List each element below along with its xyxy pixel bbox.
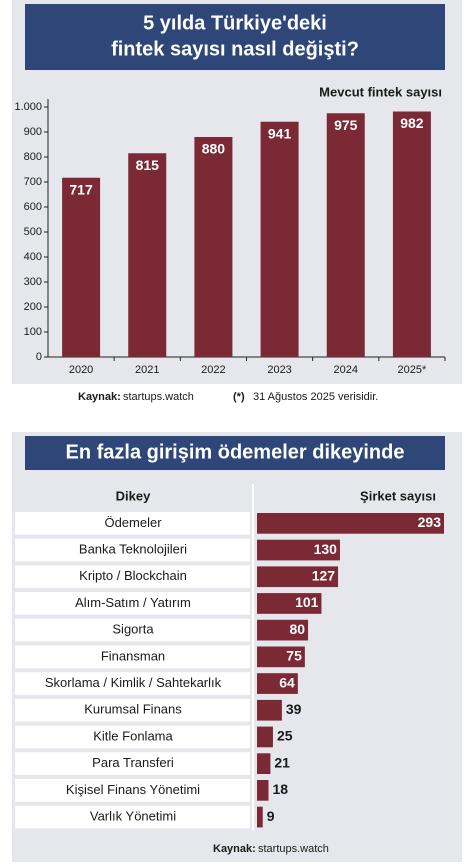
- bar: [257, 646, 305, 668]
- bar: [128, 153, 167, 357]
- value-label: 982: [400, 115, 424, 131]
- category-label: Kurumsal Finans: [84, 702, 182, 717]
- category-label: Sigorta: [112, 622, 154, 637]
- y-tick-label: 700: [24, 176, 42, 188]
- value-label: 880: [202, 141, 226, 157]
- category-label: Skorlama / Kimlik / Sahtekarlık: [45, 675, 222, 690]
- category-label: Ödemeler: [104, 515, 162, 530]
- bar: [257, 726, 273, 748]
- y-tick-label: 400: [24, 251, 42, 263]
- value-label: 293: [418, 514, 442, 530]
- value-label: 101: [295, 594, 319, 610]
- value-label: 717: [69, 181, 93, 197]
- category-label: Banka Teknolojileri: [79, 541, 187, 556]
- value-label: 127: [312, 567, 336, 583]
- y-tick-label: 500: [24, 226, 42, 238]
- y-tick-label: 800: [24, 151, 42, 163]
- y-tick-label: 300: [24, 276, 42, 288]
- x-tick-label: 2022: [201, 364, 225, 376]
- bar: [257, 780, 269, 801]
- bar: [257, 513, 444, 534]
- row-cell: [15, 592, 250, 615]
- title-band-2: [25, 436, 445, 470]
- bar: [257, 673, 298, 694]
- chart-title: fintek sayısı nasıl değişti?: [111, 38, 359, 60]
- x-tick-label: 2025*: [398, 364, 427, 376]
- bar: [257, 593, 322, 614]
- bar: [257, 753, 271, 774]
- row-cell: [15, 618, 250, 642]
- bar: [257, 539, 340, 561]
- y-tick-label: 1.000: [14, 101, 42, 113]
- bar: [326, 113, 365, 357]
- note-marker: (*): [233, 391, 245, 403]
- category-label: Para Transferi: [92, 755, 174, 770]
- value-label: 25: [277, 728, 293, 744]
- category-label: Alım-Satım / Yatırım: [75, 595, 191, 610]
- x-tick-label: 2024: [334, 364, 358, 376]
- y-tick-label: 200: [24, 301, 42, 313]
- x-tick-label: 2023: [267, 364, 291, 376]
- column-header: Dikey: [116, 488, 151, 503]
- category-label: Kripto / Blockchain: [79, 568, 187, 583]
- source-band-1: [12, 384, 462, 410]
- row-cell: [15, 672, 250, 695]
- source-label: Kaynak:: [78, 391, 121, 403]
- value-label: 815: [136, 157, 160, 173]
- category-label: Varlık Yönetimi: [90, 808, 176, 823]
- bar: [194, 137, 233, 357]
- row-cell: [15, 565, 250, 589]
- row-cell: [15, 779, 250, 802]
- chart-title: En fazla girişim ödemeler dikeyinde: [65, 441, 404, 463]
- bar: [257, 806, 263, 828]
- source: startups.watch: [258, 843, 329, 855]
- x-tick-label: 2021: [135, 364, 159, 376]
- value-label: 975: [334, 117, 358, 133]
- y-tick-label: 600: [24, 201, 42, 213]
- bar: [392, 111, 431, 357]
- title-band-1: [25, 4, 445, 70]
- bar: [62, 177, 101, 357]
- bar: [257, 699, 282, 721]
- row-cell: [15, 512, 250, 535]
- y-tick-label: 100: [24, 326, 42, 338]
- category-label: Finansman: [101, 648, 165, 663]
- value-label: 39: [286, 701, 302, 717]
- legend-label: Mevcut fintek sayısı: [319, 84, 442, 99]
- row-cell: [15, 538, 250, 562]
- source-label: Kaynak:: [213, 843, 256, 855]
- value-label: 941: [268, 125, 292, 141]
- value-label: 21: [274, 754, 290, 770]
- value-label: 9: [267, 808, 275, 824]
- column-header: Şirket sayısı: [360, 488, 436, 503]
- row-cell: [15, 645, 250, 669]
- row-cell: [15, 752, 250, 775]
- value-label: 18: [272, 781, 288, 797]
- row-cell: [15, 805, 250, 829]
- value-label: 64: [279, 674, 295, 690]
- y-tick-label: 0: [36, 351, 42, 363]
- category-label: Kişisel Finans Yönetimi: [66, 782, 200, 797]
- bar: [257, 566, 339, 588]
- value-label: 80: [289, 621, 305, 637]
- x-tick-label: 2020: [69, 364, 93, 376]
- chart-title: 5 yılda Türkiye'deki: [143, 12, 327, 34]
- row-cell: [15, 698, 250, 722]
- bar: [260, 121, 299, 357]
- row-cell: [15, 725, 250, 749]
- source: startups.watch: [123, 391, 194, 403]
- bar: [257, 619, 309, 641]
- value-label: 130: [314, 541, 338, 557]
- y-tick-label: 900: [24, 126, 42, 138]
- category-label: Kitle Fonlama: [93, 728, 173, 743]
- note: 31 Ağustos 2025 verisidir.: [253, 391, 378, 403]
- value-label: 75: [286, 648, 302, 664]
